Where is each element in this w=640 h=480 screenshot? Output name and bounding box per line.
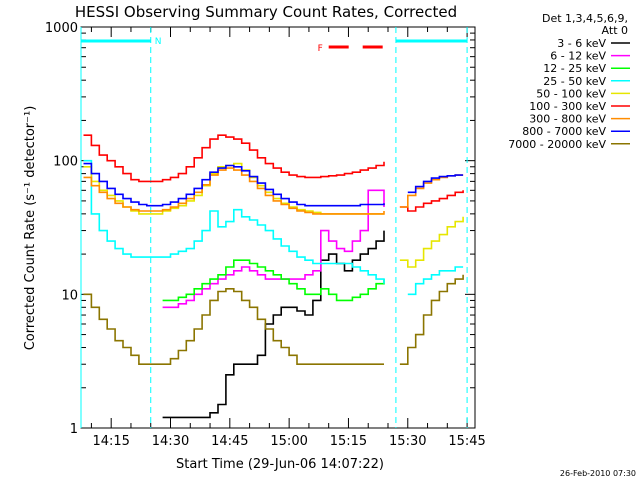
- legend-header: Det 1,3,4,5,6,9,: [542, 12, 628, 25]
- plot-area: 1 10 100 1000 14:15 14:30 14:45 15:00 15:15 15:30…: [45, 21, 486, 449]
- plot-frame: [80, 26, 476, 429]
- legend-label: 50 - 100 keV: [536, 87, 606, 100]
- flare-flag-label: F: [318, 44, 323, 54]
- y-tick-label: 100: [53, 155, 78, 170]
- legend-label: 6 - 12 keV: [550, 50, 606, 63]
- legend-label: 12 - 25 keV: [543, 62, 606, 75]
- x-axis-label: Start Time (29-Jun-06 14:07:22): [176, 457, 384, 472]
- x-tick-label: 15:30: [389, 434, 426, 449]
- series-line-4: [83, 162, 464, 268]
- series-line-3: [83, 159, 464, 296]
- x-tick-label: 14:15: [92, 434, 129, 449]
- x-tick-label: 15:00: [270, 434, 307, 449]
- y-axis-label: Corrected Count Rate (s⁻¹ detector⁻¹): [23, 106, 38, 351]
- chart-title: HESSI Observing Summary Count Rates, Cor…: [75, 3, 457, 21]
- x-tick-label: 14:45: [211, 434, 248, 449]
- x-tick-label: 14:30: [152, 434, 189, 449]
- legend-label: 3 - 6 keV: [557, 37, 606, 50]
- series-line-0: [162, 230, 385, 419]
- legend-label: 7000 - 20000 keV: [508, 138, 606, 151]
- legend-label: 25 - 50 keV: [543, 75, 606, 88]
- y-tick-label: 1: [70, 422, 78, 437]
- x-tick-label: 15:15: [330, 434, 367, 449]
- series-line-5: [83, 134, 464, 212]
- series-line-7: [83, 162, 464, 207]
- legend-label: 800 - 7000 keV: [522, 125, 606, 138]
- y-tick-label: 10: [61, 288, 78, 303]
- y-tick-label: 1000: [45, 21, 78, 36]
- night-label: N: [155, 37, 162, 47]
- legend-label: 300 - 800 keV: [529, 113, 606, 126]
- series-line-1: [162, 189, 385, 309]
- series-line-8: [83, 274, 464, 365]
- legend-label: 100 - 300 keV: [529, 100, 606, 113]
- series-line-2: [162, 259, 385, 302]
- x-tick-label: 15:45: [448, 434, 485, 449]
- footer-date: 26-Feb-2010 07:30: [560, 469, 636, 478]
- legend-header: Att 0: [602, 24, 628, 37]
